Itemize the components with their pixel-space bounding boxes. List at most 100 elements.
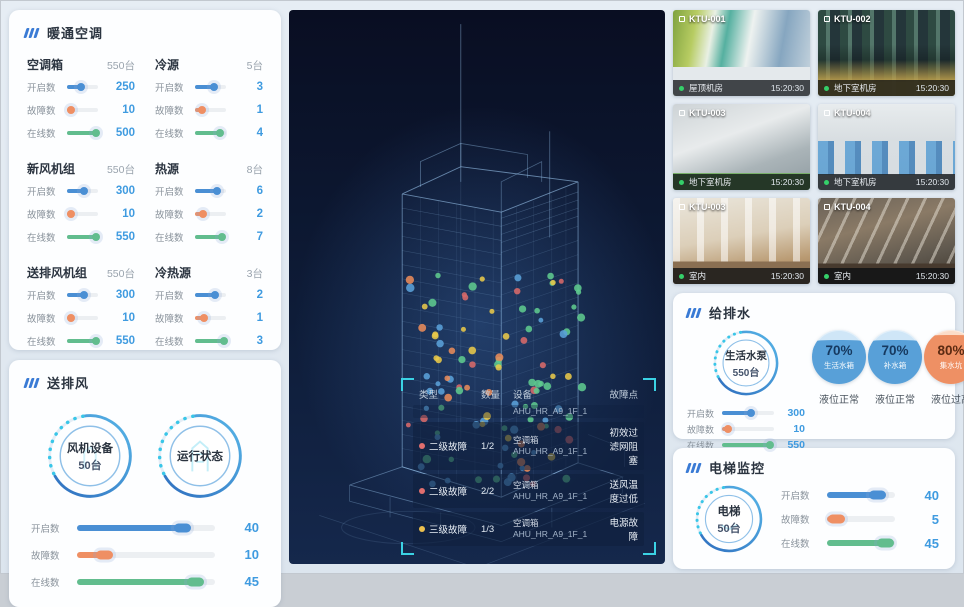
stat-slider[interactable] xyxy=(827,538,895,548)
device-name: 空调箱 xyxy=(513,517,539,528)
camera-tile-3[interactable]: KTU-003 地下室机房 15:20:30 xyxy=(673,104,810,190)
stat-slider[interactable] xyxy=(722,409,774,417)
hvac-group: 冷热源 3台 开启数 2 故障数 1 在线数 3 xyxy=(155,264,263,352)
stat-label: 故障数 xyxy=(27,209,56,221)
stat-value: 300 xyxy=(115,288,135,301)
stat-value: 40 xyxy=(924,487,939,503)
fault-point: 送风温度过低 xyxy=(609,480,638,505)
stat-label: 故障数 xyxy=(155,313,184,325)
stat-slider[interactable] xyxy=(722,441,774,449)
col-header-type: 类型 xyxy=(419,390,439,401)
camera-time: 15:20:30 xyxy=(770,271,804,281)
stat-slider[interactable] xyxy=(195,105,226,114)
left-column: 暖通空调 空调箱 550台 开启数 250 故障数 10 在线数 500 冷源 5台 开启… xyxy=(9,10,281,607)
panel-slashes-icon xyxy=(23,27,40,38)
tank-percent: 80% xyxy=(937,342,964,358)
stat-slider[interactable] xyxy=(195,186,226,195)
stat-slider[interactable] xyxy=(77,550,215,559)
slider-knob xyxy=(91,336,100,345)
group-count: 550台 xyxy=(106,60,135,72)
slider-knob xyxy=(96,550,114,559)
fault-row[interactable]: 二级故障 2/2 空调箱 AHU_HR_A9_1F_1 送风温度过低 xyxy=(413,474,644,508)
slider-knob xyxy=(828,514,846,524)
camera-time: 15:20:30 xyxy=(770,83,804,93)
camera-tile-2[interactable]: KTU-002 地下室机房 15:20:30 xyxy=(818,10,955,96)
slider-knob xyxy=(765,441,774,449)
fault-type: 二级故障 xyxy=(429,442,468,453)
camera-icon xyxy=(824,110,830,116)
stat-label: 在线数 xyxy=(27,336,56,348)
camera-location: 地下室机房 xyxy=(689,177,732,187)
tank-percent: 70% xyxy=(825,342,853,358)
stat-slider[interactable] xyxy=(67,232,100,241)
stat-slider[interactable] xyxy=(827,490,895,500)
group-count: 5台 xyxy=(246,60,263,72)
right-column: KTU-001 屋顶机房 15:20:30 KTU-002 地下室机房 15:20:… xyxy=(673,10,964,569)
stat-value: 300 xyxy=(787,407,805,419)
group-name: 新风机组 xyxy=(27,162,76,176)
camera-tile-5[interactable]: KTU-003 室内 15:20:30 xyxy=(673,198,810,284)
fault-row[interactable]: 二级故障 1/2 空调箱 AHU_HR_A9_1F_1 初效过滤网阻塞 xyxy=(413,422,644,470)
stat-slider[interactable] xyxy=(66,105,98,114)
stat-slider[interactable] xyxy=(195,336,228,345)
device-name: 空调箱 xyxy=(513,434,539,445)
panel-fan-header: 送排风 xyxy=(9,360,281,398)
group-count: 550台 xyxy=(106,164,135,176)
bracket-corner xyxy=(401,542,414,555)
gauge-title: 生活水泵 xyxy=(725,349,767,362)
building-3d-view[interactable]: 类型 数量 设备 故障点 AHU_HR_A9_1F_1 二级故障 1/2 空调箱… xyxy=(289,10,665,564)
stat-slider[interactable] xyxy=(67,336,100,345)
hvac-group: 新风机组 550台 开启数 300 故障数 10 在线数 550 xyxy=(27,160,135,248)
stat-slider[interactable] xyxy=(67,82,98,91)
stat-slider[interactable] xyxy=(827,514,895,524)
group-count: 550台 xyxy=(106,268,135,280)
camera-id: KTU-004 xyxy=(834,202,871,212)
group-count: 3台 xyxy=(246,268,263,280)
stat-slider[interactable] xyxy=(67,128,100,137)
device-id: AHU_HR_A9_1F_1 xyxy=(513,446,588,456)
stat-value: 550 xyxy=(115,230,135,243)
stat-slider[interactable] xyxy=(195,290,226,299)
fan-device-gauge: 风机设备 50台 xyxy=(42,408,138,504)
tank-gauge: 80% 集水坑 xyxy=(924,330,964,384)
stat-label: 在线数 xyxy=(155,336,184,348)
group-name: 热源 xyxy=(155,162,180,176)
stat-value: 10 xyxy=(793,423,805,435)
gauge-title: 运行状态 xyxy=(177,451,223,463)
fault-row[interactable]: 三级故障 1/3 空调箱 AHU_HR_A9_1F_1 电源故障 xyxy=(413,512,644,546)
col-header-qty: 数量 xyxy=(481,390,501,401)
device-id: AHU_HR_A9_1F_1 xyxy=(513,491,588,501)
fan-gauges: 风机设备 50台 运行状态 xyxy=(9,398,281,510)
stat-slider[interactable] xyxy=(195,82,226,91)
col-header-fault: 故障点 xyxy=(609,390,638,401)
col-header-device: 设备 xyxy=(513,390,533,401)
stat-slider[interactable] xyxy=(195,232,227,241)
camera-icon xyxy=(679,204,685,210)
stat-slider[interactable] xyxy=(66,209,98,218)
slider-knob xyxy=(173,523,191,532)
camera-time: 15:20:30 xyxy=(915,271,949,281)
stat-slider[interactable] xyxy=(195,209,226,218)
camera-grid: KTU-001 屋顶机房 15:20:30 KTU-002 地下室机房 15:20:… xyxy=(673,10,955,284)
tank-gauge: 70% 生活水箱 xyxy=(812,330,866,384)
camera-tile-1[interactable]: KTU-001 屋顶机房 15:20:30 xyxy=(673,10,810,96)
slider-knob xyxy=(80,186,89,195)
camera-tile-6[interactable]: KTU-004 室内 15:20:30 xyxy=(818,198,955,284)
stat-slider[interactable] xyxy=(67,290,98,299)
stat-label: 故障数 xyxy=(687,424,715,435)
stat-slider[interactable] xyxy=(66,313,98,322)
stat-slider[interactable] xyxy=(77,523,215,532)
stat-slider[interactable] xyxy=(722,425,774,433)
camera-icon xyxy=(824,16,830,22)
stat-slider[interactable] xyxy=(195,128,226,137)
stat-slider[interactable] xyxy=(195,313,226,322)
fault-qty: 2/2 xyxy=(481,485,495,497)
panel-water-title: 给排水 xyxy=(709,306,752,321)
stat-slider[interactable] xyxy=(77,577,215,586)
stat-value: 2 xyxy=(256,207,263,220)
stat-value: 4 xyxy=(256,126,263,139)
severity-dot-icon xyxy=(419,526,425,532)
camera-tile-4[interactable]: KTU-004 地下室机房 15:20:30 xyxy=(818,104,955,190)
stat-slider[interactable] xyxy=(67,186,98,195)
stat-label: 开启数 xyxy=(31,523,60,535)
